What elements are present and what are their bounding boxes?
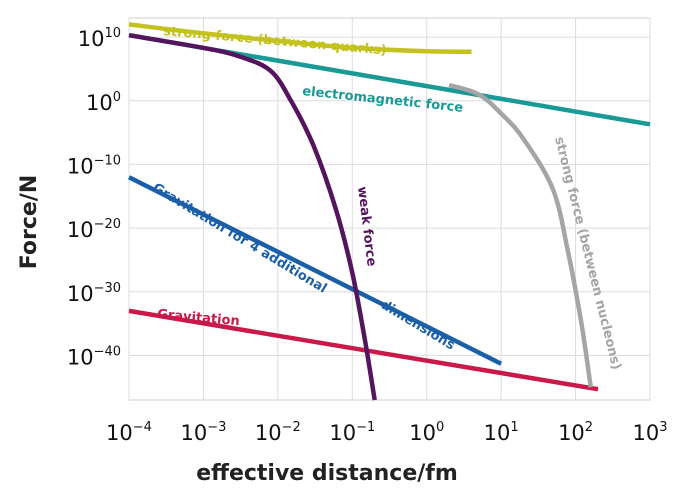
y-tick-labels: 1010 100 10−10 10−20 10−30 10−40	[67, 26, 121, 369]
x-tick-label: 100	[409, 420, 444, 445]
series-line-2	[128, 32, 377, 401]
x-tick-label: 101	[484, 420, 519, 445]
x-axis-title: effective distance/fm	[196, 461, 458, 486]
series-line-4	[127, 175, 503, 366]
x-tick-label: 10−4	[106, 420, 152, 445]
x-tick-label: 103	[632, 420, 667, 445]
series-line-0	[128, 22, 472, 54]
x-tick-label: 10−2	[255, 420, 301, 445]
grid	[128, 18, 651, 400]
y-tick-label: 1010	[78, 26, 121, 51]
x-tick-label: 10−1	[329, 420, 375, 445]
y-tick-label: 10−30	[67, 281, 121, 306]
series-line-5	[128, 308, 599, 392]
y-tick-label: 10−40	[67, 344, 121, 369]
y-tick-label: 10−10	[67, 153, 121, 178]
series-label-gravitation: Gravitation	[157, 307, 241, 329]
y-axis-title: Force/N	[17, 175, 42, 270]
y-tick-label: 100	[86, 90, 121, 115]
x-tick-label: 102	[558, 420, 593, 445]
x-tick-labels: 10−4 10−3 10−2 10−1 100 101 102 103	[106, 420, 667, 445]
series-line-3	[448, 82, 594, 388]
y-tick-label: 10−20	[67, 217, 121, 242]
x-tick-label: 10−3	[180, 420, 226, 445]
series-lines	[127, 22, 651, 401]
